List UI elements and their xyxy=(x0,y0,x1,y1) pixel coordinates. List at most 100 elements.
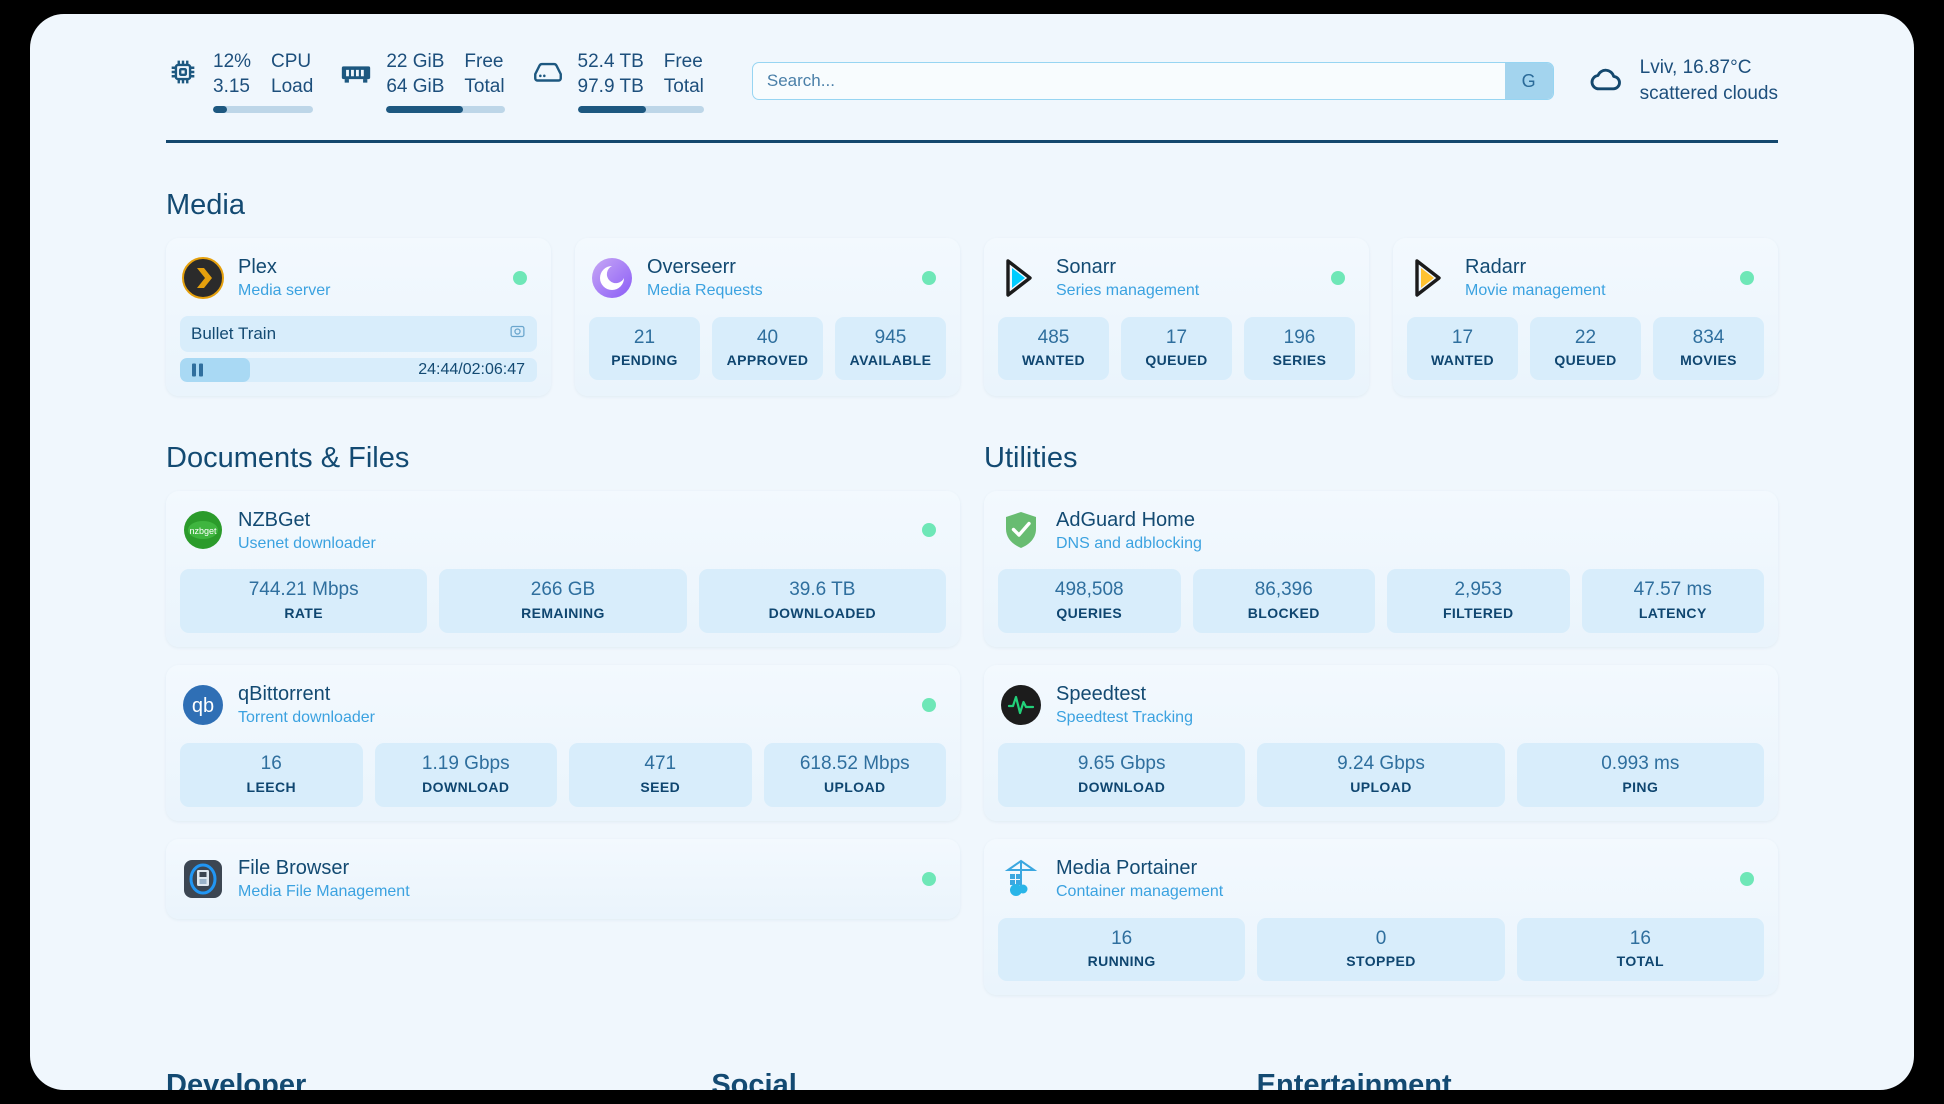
memory-icon xyxy=(339,55,373,89)
stat-value: 266 GB xyxy=(530,579,596,601)
stat-label: FILTERED xyxy=(1442,604,1514,621)
service-card-adguard[interactable]: AdGuard Home DNS and adblocking 498,508 … xyxy=(984,490,1778,647)
service-card-radarr[interactable]: Radarr Movie management 17 WANTED 22 QUE… xyxy=(1393,238,1778,396)
service-card-sonarr[interactable]: Sonarr Series management 485 WANTED 17 Q… xyxy=(984,238,1369,396)
cpu-icon xyxy=(166,55,200,89)
svg-text:nzbget: nzbget xyxy=(189,526,217,536)
stat-value: 1.19 Gbps xyxy=(421,753,510,775)
stat-value: 22 xyxy=(1574,326,1597,348)
portainer-icon xyxy=(1000,858,1042,900)
service-name: Radarr xyxy=(1465,256,1527,278)
stat-tile: 471 SEED xyxy=(569,743,752,807)
stat-tile: 0 STOPPED xyxy=(1257,917,1505,982)
progress-fill xyxy=(180,357,250,382)
cloud-icon xyxy=(1588,60,1626,103)
disk-total-label: Total xyxy=(663,76,704,97)
stat-label: TOTAL xyxy=(1616,953,1664,970)
search-submit-button[interactable]: G xyxy=(1504,63,1553,99)
disk-resource-widget: 52.4 TB 97.9 TB Free Total xyxy=(531,49,730,114)
service-subtitle: DNS and adblocking xyxy=(1056,534,1202,552)
stat-value: 2,953 xyxy=(1454,579,1503,601)
service-subtitle: Media Requests xyxy=(647,282,763,299)
service-card-filebrowser[interactable]: File Browser Media File Management xyxy=(166,838,960,919)
cpu-percent: 12% xyxy=(213,50,252,72)
mid-columns: Documents & Files nzbget NZBGet Usenet d… xyxy=(166,396,1778,1014)
search-box[interactable]: G xyxy=(751,62,1554,100)
service-name: AdGuard Home xyxy=(1056,508,1195,531)
stat-tile: 498,508 QUERIES xyxy=(998,569,1181,633)
stats-row: 9.65 Gbps DOWNLOAD 9.24 Gbps UPLOAD 0.99… xyxy=(998,743,1764,807)
stat-tile: 266 GB REMAINING xyxy=(439,569,687,633)
stat-label: STOPPED xyxy=(1346,953,1416,970)
bookmark-group-developer: Developer GH Github github.com SO StackO… xyxy=(166,1069,687,1090)
stat-label: PENDING xyxy=(611,352,678,369)
service-name: Sonarr xyxy=(1056,256,1117,278)
stat-label: UPLOAD xyxy=(823,779,886,796)
adguard-icon xyxy=(1000,509,1042,551)
stat-label: WANTED xyxy=(1021,352,1086,369)
stat-tile: 40 APPROVED xyxy=(712,316,823,381)
stat-value: 471 xyxy=(644,753,677,775)
cpu-load-label: Load xyxy=(271,76,314,97)
stats-row: 17 WANTED 22 QUEUED 834 MOVIES xyxy=(1407,316,1764,381)
pause-icon[interactable] xyxy=(192,363,203,377)
cpu-usage-bar xyxy=(213,106,314,114)
status-indicator-online xyxy=(922,270,936,285)
memory-usage-bar xyxy=(386,106,505,114)
stat-label: LEECH xyxy=(246,779,296,796)
memory-total-value: 64 GiB xyxy=(386,76,445,97)
service-card-qbittorrent[interactable]: qb qBittorrent Torrent downloader 16 LEE… xyxy=(166,664,960,821)
service-card-nzbget[interactable]: nzbget NZBGet Usenet downloader 744.21 M… xyxy=(166,490,960,647)
stat-label: QUEUED xyxy=(1145,352,1208,369)
service-subtitle: Speedtest Tracking xyxy=(1056,708,1193,726)
media-cards-row: Plex Media server Bullet Train 24 xyxy=(166,238,1778,396)
section-title-media: Media xyxy=(166,189,245,221)
elapsed-time: 24:44 xyxy=(418,360,459,378)
speedtest-icon xyxy=(1000,684,1042,726)
stat-value: 196 xyxy=(1283,326,1316,348)
service-subtitle: Media File Management xyxy=(238,882,410,900)
stat-value: 0.993 ms xyxy=(1601,753,1680,775)
stats-row: 485 WANTED 17 QUEUED 196 SERIES xyxy=(998,316,1355,381)
service-name: File Browser xyxy=(238,856,350,879)
status-indicator-online xyxy=(1740,270,1754,285)
cast-icon[interactable] xyxy=(509,323,526,345)
stat-value: 86,396 xyxy=(1254,579,1313,601)
status-indicator-online xyxy=(922,871,936,886)
service-card-plex[interactable]: Plex Media server Bullet Train 24 xyxy=(166,238,551,396)
section-title-utilities: Utilities xyxy=(984,441,1078,474)
weather-widget: Lviv, 16.87°C scattered clouds xyxy=(1576,55,1778,106)
status-indicator-online xyxy=(922,697,936,712)
column-utilities: Utilities AdGuard Home DNS and adblockin… xyxy=(984,396,1778,1014)
nzbget-icon: nzbget xyxy=(182,509,224,551)
service-name: Speedtest xyxy=(1056,682,1147,705)
stat-label: RUNNING xyxy=(1087,953,1156,970)
stat-value: 16 xyxy=(1111,927,1133,949)
stat-label: SEED xyxy=(640,779,681,796)
bookmark-group-social: Social LI LinkedIn linkedin.com TW Twitt… xyxy=(711,1069,1232,1090)
stat-tile: 744.21 Mbps RATE xyxy=(180,569,428,633)
stat-label: UPLOAD xyxy=(1350,779,1412,796)
disk-free-label: Free xyxy=(663,50,703,72)
stat-tile: 618.52 Mbps UPLOAD xyxy=(763,743,946,807)
stat-label: MOVIES xyxy=(1680,352,1737,369)
stat-tile: 16 LEECH xyxy=(180,743,363,807)
search-input[interactable] xyxy=(752,63,1505,99)
now-playing-progress-bar[interactable]: 24:44/02:06:47 xyxy=(180,357,537,382)
stat-value: 9.24 Gbps xyxy=(1337,753,1425,775)
weather-condition: scattered clouds xyxy=(1639,83,1778,104)
service-name: NZBGet xyxy=(238,508,311,531)
service-card-portainer[interactable]: Media Portainer Container management 16 … xyxy=(984,838,1778,996)
service-card-overseerr[interactable]: Overseerr Media Requests 21 PENDING 40 A… xyxy=(575,238,960,396)
disk-icon xyxy=(531,55,565,89)
stat-tile: 945 AVAILABLE xyxy=(835,316,946,381)
stat-tile: 1.19 Gbps DOWNLOAD xyxy=(374,743,557,807)
stat-tile: 9.65 Gbps DOWNLOAD xyxy=(998,743,1246,807)
service-card-speedtest[interactable]: Speedtest Speedtest Tracking 9.65 Gbps D… xyxy=(984,664,1778,821)
stat-tile: 22 QUEUED xyxy=(1530,316,1641,381)
stat-tile: 17 WANTED xyxy=(1407,316,1518,381)
search-container: G xyxy=(730,62,1576,100)
service-name: qBittorrent xyxy=(238,682,331,705)
stat-value: 17 xyxy=(1451,326,1474,348)
stat-label: AVAILABLE xyxy=(849,352,932,369)
